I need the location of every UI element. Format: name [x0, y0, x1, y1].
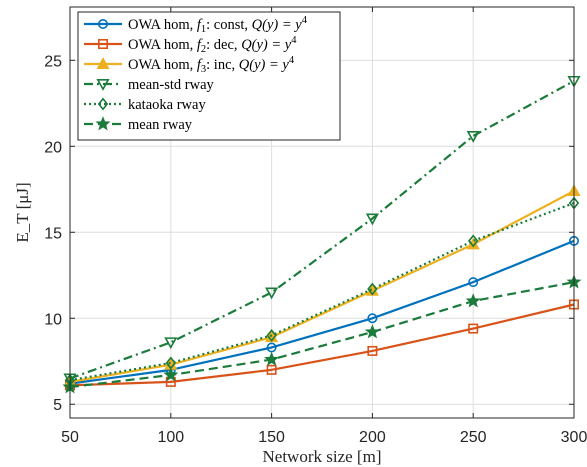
- series-line: [69, 281, 575, 389]
- legend-label: OWA hom, f3: inc, Q(y) = y4: [128, 55, 295, 75]
- x-tick-label: 200: [359, 429, 386, 446]
- legend-marker: [97, 97, 109, 111]
- x-axis-label: Network size [m]: [263, 447, 382, 466]
- data-point: [266, 328, 277, 342]
- data-point: [164, 337, 178, 350]
- data-point: [365, 213, 379, 226]
- legend-item: kataoka rway: [84, 97, 206, 113]
- x-tick-label: 100: [157, 429, 184, 446]
- legend-label: mean rway: [128, 117, 193, 133]
- data-point: [367, 345, 378, 356]
- x-tick-label: 250: [460, 429, 487, 446]
- y-tick-label: 25: [44, 53, 62, 70]
- series-line: [69, 303, 575, 387]
- axes: 50 100 150 200 250 300 5 10 15 20 25 Network size […: [13, 6, 587, 466]
- y-axis-label: E_T [μJ]: [13, 182, 32, 242]
- data-point: [163, 367, 179, 382]
- x-tick-label: 150: [258, 429, 285, 446]
- legend-label: mean-std rway: [128, 77, 215, 93]
- series-line: [69, 202, 575, 382]
- data-point: [264, 351, 280, 366]
- legend-box: [77, 11, 341, 141]
- legend-label: OWA hom, f2: dec, Q(y) = y4: [128, 35, 297, 55]
- legend-item: OWA hom, f3: inc, Q(y) = y4: [84, 55, 295, 75]
- data-point: [266, 364, 277, 375]
- data-point: [265, 287, 279, 300]
- data-point: [467, 234, 479, 248]
- legend-label: OWA hom, f1: const, Q(y) = y4: [128, 15, 308, 35]
- legend-item: OWA hom, f2: dec, Q(y) = y4: [84, 35, 297, 55]
- data-point: [364, 324, 380, 339]
- series-line: [69, 79, 575, 380]
- y-tick-label: 10: [44, 311, 62, 328]
- legend-item: mean rway: [84, 116, 193, 133]
- y-tick-label: 5: [53, 397, 62, 414]
- legend-marker: [96, 79, 110, 91]
- legend-item: OWA hom, f1: const, Q(y) = y4: [84, 15, 308, 35]
- x-tick-label: 300: [561, 429, 587, 446]
- legend-marker: [95, 116, 111, 131]
- y-tick-label: 15: [44, 225, 62, 242]
- plot-frame: [69, 6, 575, 419]
- legend-label: kataoka rway: [128, 97, 206, 113]
- data-point: [367, 282, 378, 296]
- data-point: [468, 277, 479, 288]
- y-tick-label: 20: [44, 139, 62, 156]
- legend-marker: [98, 18, 109, 29]
- data-point: [466, 130, 480, 143]
- series-line: [69, 239, 575, 385]
- x-tick-label: 50: [61, 429, 79, 446]
- data-point: [468, 323, 479, 334]
- legend-marker: [98, 38, 109, 49]
- legend-marker: [96, 57, 110, 69]
- data-point: [367, 313, 378, 324]
- legend-item: mean-std rway: [84, 77, 215, 93]
- series-line: [69, 190, 575, 383]
- series-6: [62, 274, 582, 394]
- data-point: [465, 293, 481, 308]
